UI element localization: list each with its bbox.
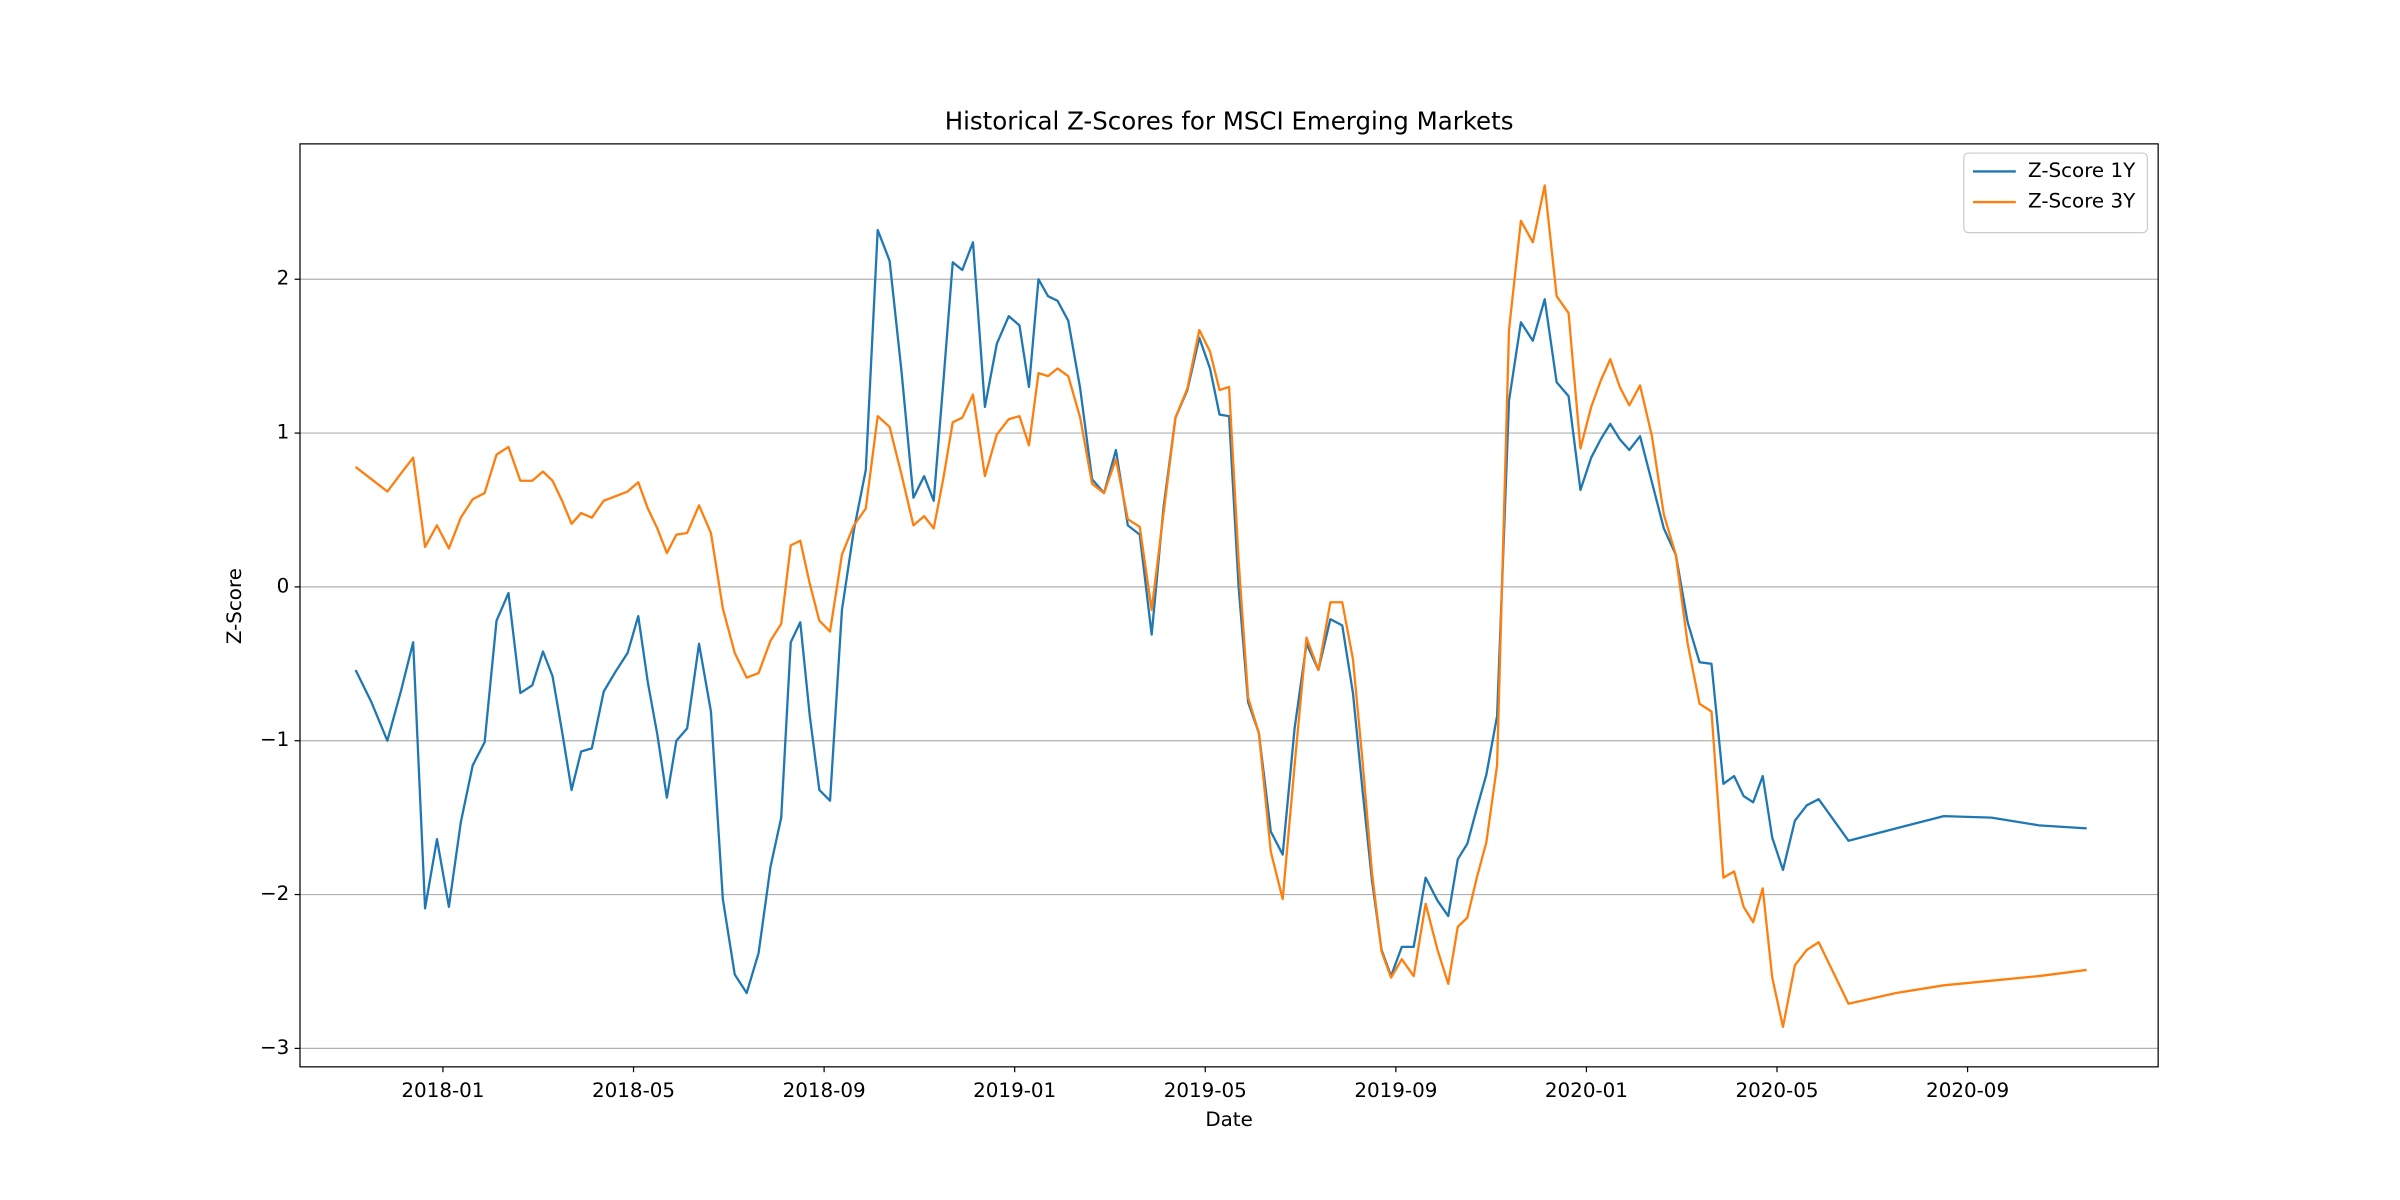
y-tick-label: −1: [260, 728, 289, 751]
chart-title: Historical Z-Scores for MSCI Emerging Ma…: [945, 106, 1514, 135]
y-tick-label: 0: [277, 574, 290, 597]
y-tick-label: 2: [277, 267, 290, 290]
legend: Z-Score 1Y Z-Score 3Y: [1963, 152, 2149, 234]
x-tick-label: 2019-05: [1164, 1079, 1247, 1102]
y-tick-label: −3: [260, 1036, 289, 1059]
x-tick-label: 2020-09: [1926, 1079, 2009, 1102]
x-tick-label: 2019-01: [973, 1079, 1056, 1102]
legend-label: Z-Score 3Y: [2028, 190, 2136, 213]
x-tick-label: 2018-05: [592, 1079, 675, 1102]
y-tick-label: −2: [260, 882, 289, 905]
x-axis-label: Date: [1205, 1108, 1253, 1131]
legend-box: [1963, 152, 2149, 234]
plot-frame: [299, 143, 2159, 1068]
x-tick-label: 2018-09: [783, 1079, 866, 1102]
x-tick-label: 2020-05: [1735, 1079, 1818, 1102]
x-tick-label: 2018-01: [401, 1079, 484, 1102]
legend-label: Z-Score 1Y: [2028, 159, 2136, 182]
line-series: [354, 184, 2087, 1028]
line-series: [354, 228, 2087, 995]
y-tick-label: 1: [277, 421, 290, 444]
x-tick-label: 2020-01: [1545, 1079, 1628, 1102]
y-axis-label: Z-Score: [223, 568, 246, 644]
x-tick-label: 2019-09: [1354, 1079, 1437, 1102]
